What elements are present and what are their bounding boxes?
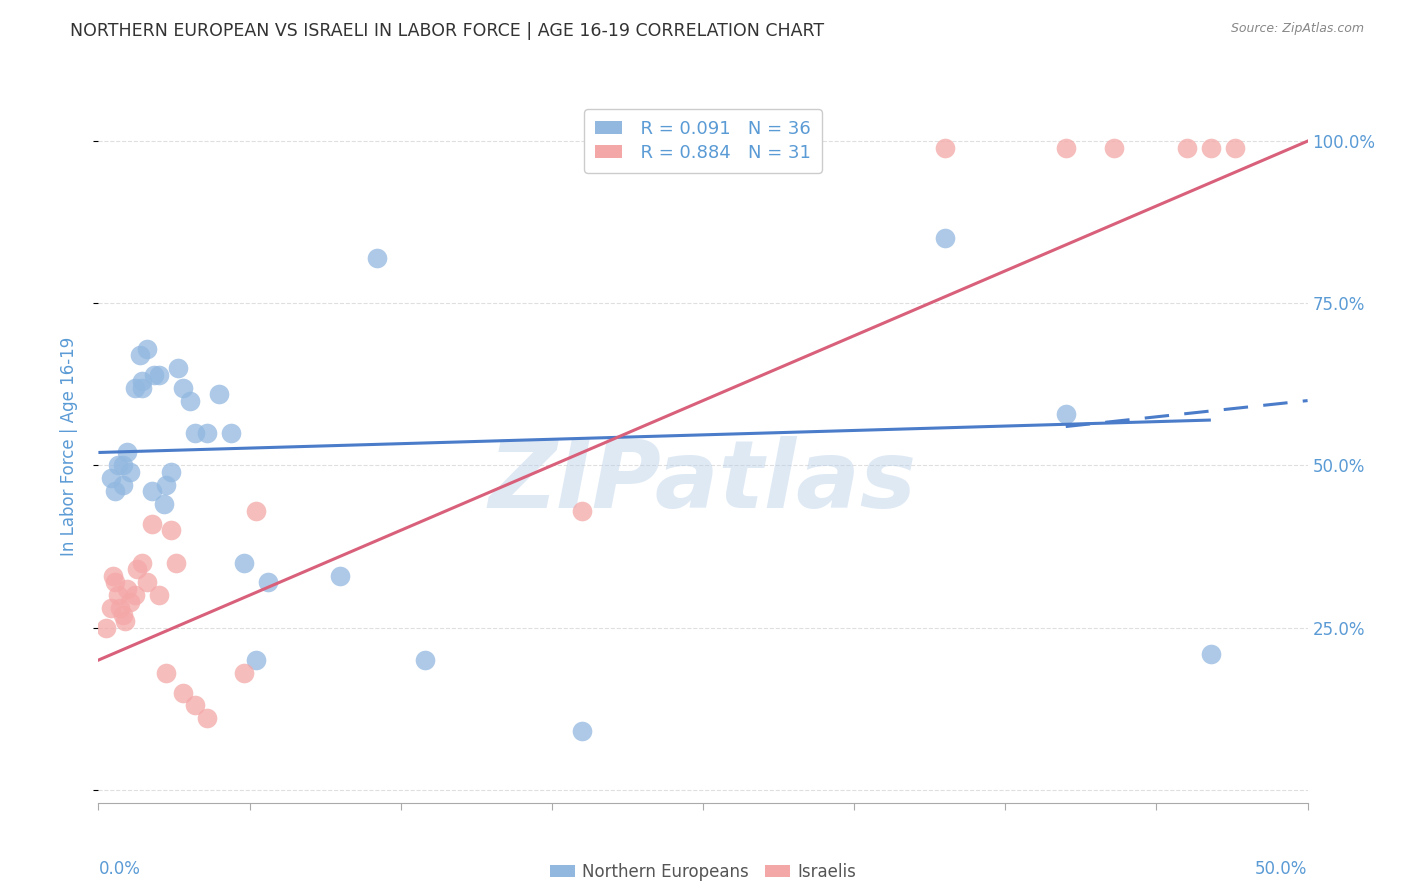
Point: [1199, 140, 1222, 154]
Point: [1223, 140, 1246, 154]
Point: [94, 621, 117, 635]
Text: ZIPatlas: ZIPatlas: [489, 435, 917, 528]
Point: [740, 140, 762, 154]
Text: 50.0%: 50.0%: [1256, 860, 1308, 878]
Point: [107, 458, 129, 473]
Text: 0.0%: 0.0%: [98, 860, 141, 878]
Point: [245, 653, 267, 667]
Point: [160, 465, 183, 479]
Point: [124, 381, 146, 395]
Point: [101, 568, 124, 582]
Point: [107, 588, 129, 602]
Point: [245, 504, 267, 518]
Point: [366, 251, 388, 265]
Text: Source: ZipAtlas.com: Source: ZipAtlas.com: [1230, 22, 1364, 36]
Point: [179, 393, 201, 408]
Point: [141, 484, 163, 499]
Point: [208, 387, 231, 401]
Point: [167, 361, 190, 376]
Point: [256, 575, 278, 590]
Point: [117, 445, 139, 459]
Point: [172, 685, 194, 699]
Point: [155, 478, 177, 492]
Legend: Northern Europeans, Israelis: Northern Europeans, Israelis: [544, 856, 862, 888]
Point: [152, 497, 174, 511]
Point: [114, 614, 136, 628]
Point: [413, 653, 436, 667]
Point: [1175, 140, 1198, 154]
Point: [232, 666, 254, 681]
Point: [100, 471, 122, 485]
Point: [1054, 407, 1077, 421]
Point: [104, 484, 127, 499]
Point: [148, 588, 170, 602]
Point: [571, 504, 593, 518]
Point: [221, 425, 243, 440]
Point: [118, 465, 141, 479]
Point: [160, 524, 183, 538]
Point: [124, 588, 146, 602]
Point: [127, 562, 149, 576]
Point: [131, 374, 153, 388]
Point: [148, 368, 170, 382]
Point: [131, 556, 153, 570]
Point: [195, 425, 218, 440]
Y-axis label: In Labor Force | Age 16-19: In Labor Force | Age 16-19: [59, 336, 77, 556]
Point: [100, 601, 122, 615]
Point: [141, 516, 163, 531]
Point: [111, 607, 134, 622]
Point: [135, 575, 157, 590]
Point: [111, 478, 134, 492]
Point: [195, 711, 218, 725]
Point: [184, 698, 207, 713]
Point: [128, 348, 150, 362]
Point: [143, 368, 166, 382]
Text: NORTHERN EUROPEAN VS ISRAELI IN LABOR FORCE | AGE 16-19 CORRELATION CHART: NORTHERN EUROPEAN VS ISRAELI IN LABOR FO…: [70, 22, 824, 40]
Point: [104, 575, 127, 590]
Point: [135, 342, 157, 356]
Point: [934, 231, 956, 245]
Point: [1054, 140, 1077, 154]
Point: [1199, 647, 1222, 661]
Point: [155, 666, 177, 681]
Point: [934, 140, 956, 154]
Point: [571, 724, 593, 739]
Point: [165, 556, 187, 570]
Point: [117, 582, 139, 596]
Point: [329, 568, 352, 582]
Point: [1102, 140, 1125, 154]
Point: [131, 381, 153, 395]
Point: [172, 381, 194, 395]
Point: [232, 556, 254, 570]
Point: [184, 425, 207, 440]
Point: [111, 458, 134, 473]
Point: [108, 601, 131, 615]
Point: [118, 595, 141, 609]
